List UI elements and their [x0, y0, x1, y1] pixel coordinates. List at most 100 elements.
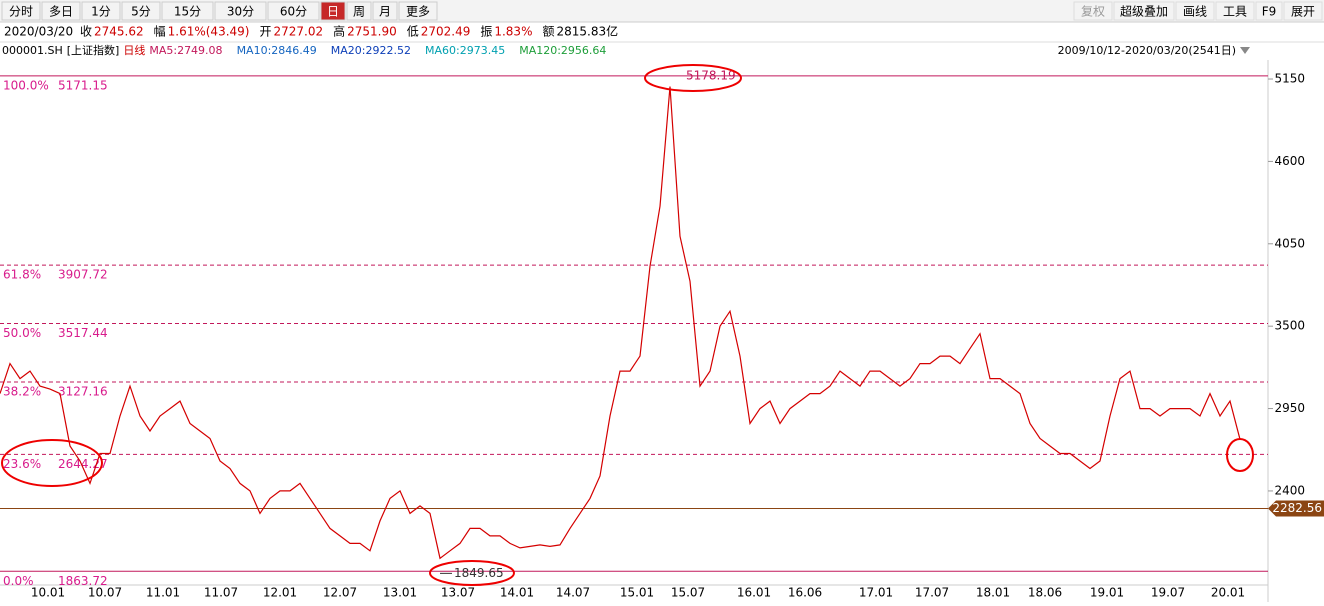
- fib-value: 1863.72: [58, 574, 108, 588]
- fib-value: 3127.16: [58, 385, 108, 399]
- tool-button[interactable]: [1073, 1, 1113, 21]
- info-value: 2751.90: [347, 25, 397, 39]
- tab-button[interactable]: [41, 1, 81, 21]
- x-tick-label: 17.07: [915, 586, 949, 600]
- info-key: 振: [480, 25, 492, 39]
- tool-label[interactable]: 超级叠加: [1120, 4, 1168, 19]
- low-label: 1849.65: [454, 566, 504, 580]
- tab-button[interactable]: [320, 1, 346, 21]
- highlight-ellipse: [429, 560, 515, 586]
- tool-button[interactable]: [1113, 1, 1175, 21]
- legend-text: 000001.SH: [2, 44, 63, 57]
- x-tick-label: 20.01: [1211, 586, 1245, 600]
- info-key: 高: [333, 24, 345, 39]
- tool-button[interactable]: [1283, 1, 1323, 21]
- tab-label[interactable]: 周: [353, 5, 365, 19]
- info-value: 2745.62: [94, 25, 144, 39]
- tab-label[interactable]: 5分: [131, 5, 151, 19]
- ma-legend: MA20:2922.52: [331, 44, 411, 57]
- tab-button[interactable]: [161, 1, 214, 21]
- x-tick-label: 16.06: [788, 586, 822, 600]
- info-date: 2020/03/20: [4, 25, 73, 39]
- fib-value: 3517.44: [58, 326, 108, 340]
- x-tick-label: 10.01: [31, 586, 65, 600]
- tab-button[interactable]: [372, 1, 398, 21]
- info-key: 低: [407, 25, 419, 39]
- ma-legend: MA120:2956.64: [519, 44, 606, 57]
- tab-label[interactable]: 多日: [49, 5, 73, 19]
- highlight-ellipse: [644, 64, 742, 92]
- tool-label[interactable]: 展开: [1291, 5, 1315, 19]
- x-tick-label: 14.07: [556, 586, 590, 600]
- tool-button[interactable]: [1215, 1, 1255, 21]
- x-tick-label: 18.01: [976, 586, 1010, 600]
- y-tick-label: 2950: [1274, 401, 1305, 415]
- legend-text: 日线: [123, 43, 145, 57]
- tool-label[interactable]: F9: [1262, 5, 1277, 19]
- tab-label[interactable]: 月: [379, 5, 391, 19]
- x-tick-label: 12.07: [323, 586, 357, 600]
- ma-legend: MA60:2973.45: [425, 44, 505, 57]
- fib-percent: 38.2%: [3, 385, 41, 399]
- x-tick-label: 13.01: [383, 586, 417, 600]
- tool-label[interactable]: 画线: [1183, 5, 1207, 19]
- x-tick-label: 16.01: [737, 586, 771, 600]
- x-tick-label: 13.07: [441, 586, 475, 600]
- info-key: 收: [80, 25, 92, 39]
- info-value: 2815.83亿: [556, 24, 618, 39]
- info-value: 1.61%(43.49): [168, 25, 250, 39]
- tab-label[interactable]: 更多: [406, 5, 430, 19]
- price-line: [0, 86, 1241, 560]
- range-arrow: [1240, 47, 1250, 54]
- info-value: 2727.02: [273, 25, 323, 39]
- x-tick-label: 15.07: [671, 586, 705, 600]
- last-price-tag: [1268, 500, 1324, 517]
- info-key: 幅: [154, 24, 166, 39]
- fib-percent: 50.0%: [3, 326, 41, 340]
- x-tick-label: 19.01: [1090, 586, 1124, 600]
- x-tick-label: 17.01: [859, 586, 893, 600]
- tab-button[interactable]: [398, 1, 438, 21]
- tool-button[interactable]: [1175, 1, 1215, 21]
- x-tick-label: 19.07: [1151, 586, 1185, 600]
- highlight-ellipse: [1226, 438, 1254, 472]
- fib-percent: 0.0%: [3, 574, 34, 588]
- tab-label[interactable]: 分时: [9, 5, 33, 19]
- tab-button[interactable]: [346, 1, 372, 21]
- tab-button[interactable]: [214, 1, 267, 21]
- tab-label[interactable]: 日: [327, 5, 339, 19]
- info-key: 额: [542, 25, 554, 39]
- tab-label[interactable]: 15分: [174, 5, 201, 19]
- fib-percent: 23.6%: [3, 457, 41, 471]
- tab-label[interactable]: 1分: [91, 5, 111, 19]
- highlight-ellipse: [1, 439, 103, 487]
- x-tick-label: 12.01: [263, 586, 297, 600]
- x-tick-label: 10.07: [88, 586, 122, 600]
- x-tick-label: 11.07: [204, 586, 238, 600]
- y-tick-label: 2400: [1274, 483, 1305, 497]
- ma-legend: MA10:2846.49: [237, 44, 317, 57]
- last-price-label: 2282.56: [1272, 501, 1322, 515]
- tab-label[interactable]: 30分: [227, 5, 254, 19]
- fib-value: 5171.15: [58, 78, 108, 92]
- info-key: 开: [259, 25, 271, 39]
- tab-button[interactable]: [121, 1, 161, 21]
- x-tick-label: 15.01: [620, 586, 654, 600]
- ma-legend: MA5:2749.08: [149, 44, 222, 57]
- tab-button[interactable]: [1, 1, 41, 21]
- tool-button[interactable]: [1255, 1, 1283, 21]
- tab-button[interactable]: [81, 1, 121, 21]
- x-tick-label: 11.01: [146, 586, 180, 600]
- tab-button[interactable]: [267, 1, 320, 21]
- tool-label[interactable]: 工具: [1223, 5, 1247, 19]
- tool-label[interactable]: 复权: [1081, 5, 1105, 19]
- tab-label[interactable]: 60分: [280, 5, 307, 19]
- x-tick-label: 18.06: [1028, 586, 1062, 600]
- y-tick-label: 3500: [1274, 319, 1305, 333]
- fib-percent: 100.0%: [3, 78, 49, 92]
- info-value: 2702.49: [421, 25, 471, 39]
- y-tick-label: 4600: [1274, 154, 1305, 168]
- fib-percent: 61.8%: [3, 268, 41, 282]
